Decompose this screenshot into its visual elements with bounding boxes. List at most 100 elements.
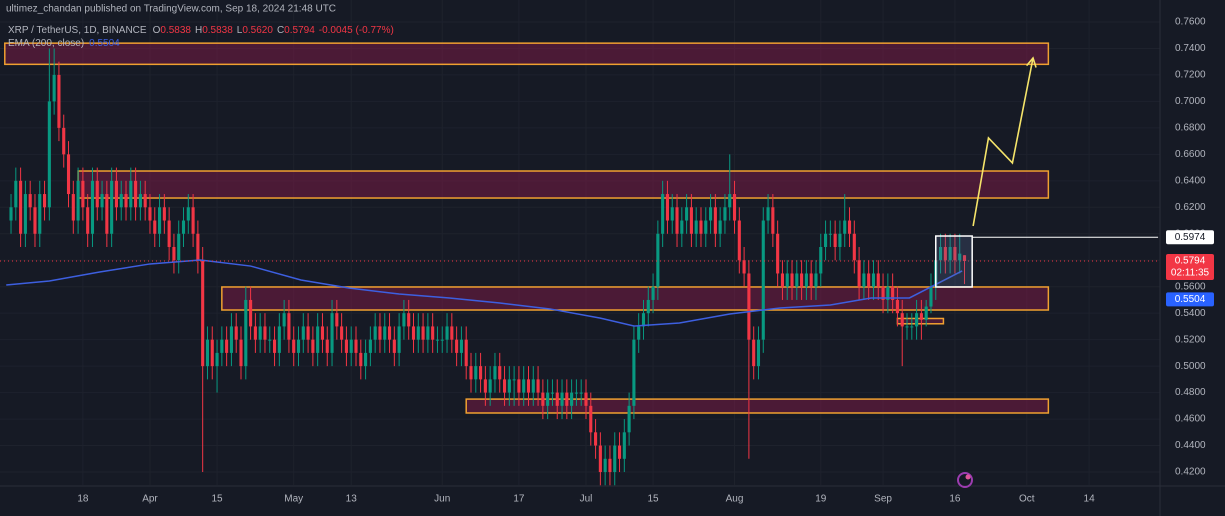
candle-body — [651, 286, 655, 300]
candle-body — [282, 313, 286, 327]
ohlc-value: 0.5838 — [202, 25, 233, 36]
candle-body — [962, 255, 967, 262]
candle-body — [661, 194, 665, 234]
candle-body — [277, 326, 281, 353]
x-tick-label: May — [284, 494, 303, 505]
candle-body — [435, 339, 440, 341]
candle-body — [526, 379, 531, 393]
candle-body — [33, 207, 37, 234]
candle-body — [824, 233, 828, 248]
candle-body — [752, 339, 756, 367]
candle-body — [9, 207, 13, 221]
candle-body — [713, 207, 717, 234]
candle-body — [196, 233, 200, 261]
candle-body — [479, 366, 483, 380]
candle-body — [416, 326, 420, 340]
candle-body — [766, 207, 770, 221]
candle-body — [431, 326, 435, 340]
candle-body — [522, 379, 526, 393]
candle-body — [546, 392, 550, 406]
candle-body — [656, 233, 660, 287]
ema-legend: EMA (200, close) 0.5504 — [8, 38, 120, 49]
candle-body — [258, 326, 262, 340]
candle-body — [924, 306, 928, 320]
x-tick-label: 16 — [949, 494, 961, 505]
symbol-line: XRP / TetherUS, 1D, BINANCE O0.5838 H0.583… — [8, 25, 394, 36]
candle-body — [220, 339, 224, 353]
candle-body — [129, 180, 133, 208]
candle-body — [814, 273, 818, 287]
candle-body — [272, 339, 277, 353]
x-tick-label: 19 — [815, 494, 827, 505]
candle-body — [895, 299, 899, 314]
candle-body — [383, 326, 387, 340]
candle-body — [646, 299, 650, 314]
y-tick-label: 0.4400 — [1175, 440, 1206, 451]
candle-body — [316, 326, 320, 353]
candle-body — [847, 220, 852, 234]
candle-body — [368, 339, 372, 353]
zone — [221, 286, 1050, 311]
x-tick-label: Aug — [726, 494, 744, 505]
candle-body — [570, 392, 574, 406]
candle-body — [354, 339, 358, 353]
x-tick-label: Sep — [874, 494, 892, 505]
y-tick-label: 0.5000 — [1175, 361, 1206, 372]
candle-body — [852, 233, 856, 261]
x-tick-label: 13 — [346, 494, 358, 505]
candle-body — [800, 273, 804, 287]
y-tick-label: 0.7400 — [1175, 43, 1206, 54]
candle-body — [364, 352, 368, 367]
y-tick-label: 0.6800 — [1175, 123, 1206, 134]
ohlc-label: H — [195, 25, 202, 36]
candle-body — [57, 74, 61, 128]
candle-body — [881, 286, 885, 300]
candle-body — [641, 313, 646, 327]
candle-body — [699, 220, 703, 234]
candle-body — [330, 313, 334, 353]
x-tick-label: 14 — [1084, 494, 1096, 505]
x-tick-label: 15 — [648, 494, 660, 505]
price-badge — [1166, 292, 1214, 307]
candle-body — [943, 247, 947, 261]
candle-body — [306, 326, 310, 340]
candle-body — [28, 194, 32, 208]
y-tick-label: 0.5400 — [1175, 308, 1206, 319]
candle-body — [225, 339, 229, 353]
x-tick-label: 15 — [211, 494, 223, 505]
logo — [957, 472, 973, 488]
candle-body — [268, 339, 272, 341]
candle-body — [450, 326, 454, 340]
candle-body — [455, 339, 459, 353]
candle-body — [603, 458, 607, 473]
candle-body — [234, 326, 238, 340]
price-badge — [1166, 254, 1214, 281]
candle-body — [445, 326, 449, 340]
candle-body — [38, 194, 42, 234]
candle-body — [598, 445, 602, 473]
ohlc-value: 0.5620 — [242, 25, 273, 36]
candle-body — [857, 260, 861, 287]
candle-body — [110, 180, 114, 234]
candle-body — [579, 392, 583, 394]
price-badge-label: 0.5794 — [1175, 256, 1206, 267]
x-tick-label: Jun — [434, 494, 450, 505]
candle-body — [704, 220, 708, 234]
candle-body — [469, 366, 473, 380]
candle-body — [407, 313, 411, 327]
candle-body — [780, 273, 784, 287]
candle-body — [828, 233, 832, 235]
candle-body — [689, 207, 693, 234]
candle-body — [617, 445, 622, 459]
price-badge — [1166, 230, 1214, 245]
candle-body — [177, 233, 181, 261]
candle-body — [378, 326, 382, 340]
arrow-head — [1026, 56, 1037, 68]
candle-body — [905, 326, 909, 328]
candle-body — [229, 326, 233, 353]
ohlc-value: 0.5794 — [284, 25, 315, 36]
candle-body — [910, 326, 914, 328]
candle-body — [929, 286, 933, 307]
candle-body — [335, 313, 339, 327]
candle-body — [205, 339, 210, 367]
